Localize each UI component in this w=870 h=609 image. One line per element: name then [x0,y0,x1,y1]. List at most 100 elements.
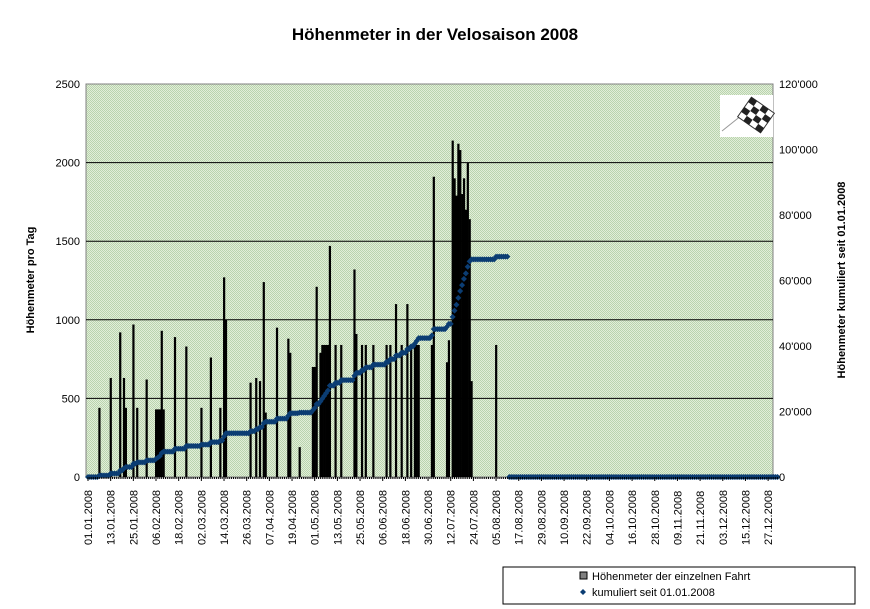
bar [417,344,420,477]
bar [185,346,188,477]
bar [156,409,160,477]
x-tick-label: 17.08.2008 [514,490,526,545]
bar [298,447,301,477]
bar [389,344,392,477]
y2-tick-label: 80'000 [779,210,812,222]
bar [415,344,418,477]
bar [462,178,466,477]
bar [326,344,330,477]
bar [158,409,161,477]
x-tick-label: 06.02.2008 [151,490,163,545]
x-tick-label: 26.03.2008 [242,490,254,545]
x-tick-label: 04.10.2008 [604,490,616,545]
y2-tick-label: 100'000 [779,145,818,157]
bar [406,304,409,477]
y2-tick-label: 40'000 [779,341,812,353]
bar [325,344,328,477]
bar [313,366,316,477]
bar [334,344,337,477]
bar [122,377,126,477]
bar [264,412,267,477]
x-tick-label: 22.09.2008 [582,490,594,545]
cumulative-point [449,313,456,320]
bar [430,344,434,477]
checkered-flag-icon [720,95,776,137]
x-tick-label: 27.12.2008 [763,490,775,545]
x-tick-label: 25.05.2008 [355,490,367,545]
bar [98,407,101,477]
cumulative-point [464,263,471,270]
bar [394,304,398,477]
y-tick-label: 0 [74,472,80,484]
bar [372,344,375,477]
bar [340,344,343,477]
bar [319,352,322,477]
x-tick-label: 06.06.2008 [378,490,390,545]
bar [445,362,449,477]
bar [447,340,451,477]
bar [457,143,460,477]
legend-line-marker [580,589,586,595]
cumulative-point [460,275,467,282]
x-tick-label: 07.04.2008 [264,490,276,545]
cumulative-point [462,270,469,277]
bar [109,377,112,477]
bar [464,209,468,477]
cumulative-point [349,377,356,384]
x-tick-label: 05.08.2008 [491,490,503,545]
plot-area [85,83,774,478]
cumulative-point [251,428,258,435]
bar [364,344,367,477]
bar [136,407,139,477]
bar [160,330,163,477]
y2-axis-label: Höhenmeter kumuliert seit 01.01.2008 [836,182,848,379]
cumulative-point [451,307,458,314]
bar [360,344,364,477]
x-tick-label: 28.10.2008 [650,490,662,545]
x-tick-label: 13.05.2008 [332,490,344,545]
x-tick-label: 24.07.2008 [468,490,480,545]
bar [400,344,403,477]
cumulative-point [455,294,462,301]
bar [124,407,127,477]
x-tick-label: 18.06.2008 [400,490,412,545]
x-tick-label: 21.11.2008 [695,491,707,545]
bar [145,379,148,477]
bar [323,344,326,477]
bar [453,178,456,477]
bar [311,366,315,477]
bar [224,319,228,477]
cumulative-point [459,282,466,289]
bar [328,245,332,477]
x-tick-label: 16.10.2008 [627,490,639,545]
bar [413,344,417,477]
left-axis-ticks: 0 500 1000 1500 2000 2500 [56,79,80,484]
x-tick-label: 02.03.2008 [196,490,208,545]
cumulative-point [453,301,460,308]
cumulative-point [324,387,331,394]
bar [209,357,212,477]
x-tick-label: 03.12.2008 [718,490,730,545]
y2-tick-label: 120'000 [779,79,818,91]
bar [173,337,177,477]
right-axis-ticks: 0 20'000 40'000 60'000 80'000 100'000 120'000 [779,79,818,484]
legend-line-label: kumuliert seit 01.01.2008 [592,587,715,599]
bar [410,344,413,477]
y-tick-label: 2000 [56,158,80,170]
x-axis-ticks: 01.01.2008 13.01.2008 25.01.2008 06.02.2008… [83,477,779,545]
gridlines [86,162,773,399]
bar [262,282,265,477]
bar [451,140,454,478]
cumulative-point [457,288,464,295]
y-tick-label: 1500 [56,236,80,248]
x-tick-label: 01.05.2008 [310,490,322,545]
cumulative-point [447,320,454,327]
x-tick-label: 09.11.2008 [672,491,684,545]
bar [355,333,358,477]
x-tick-label: 15.12.2008 [740,490,752,545]
cumulative-point [504,253,511,260]
x-tick-label: 14.03.2008 [219,490,231,545]
y2-tick-label: 0 [779,472,785,484]
y-tick-label: 500 [62,393,80,405]
